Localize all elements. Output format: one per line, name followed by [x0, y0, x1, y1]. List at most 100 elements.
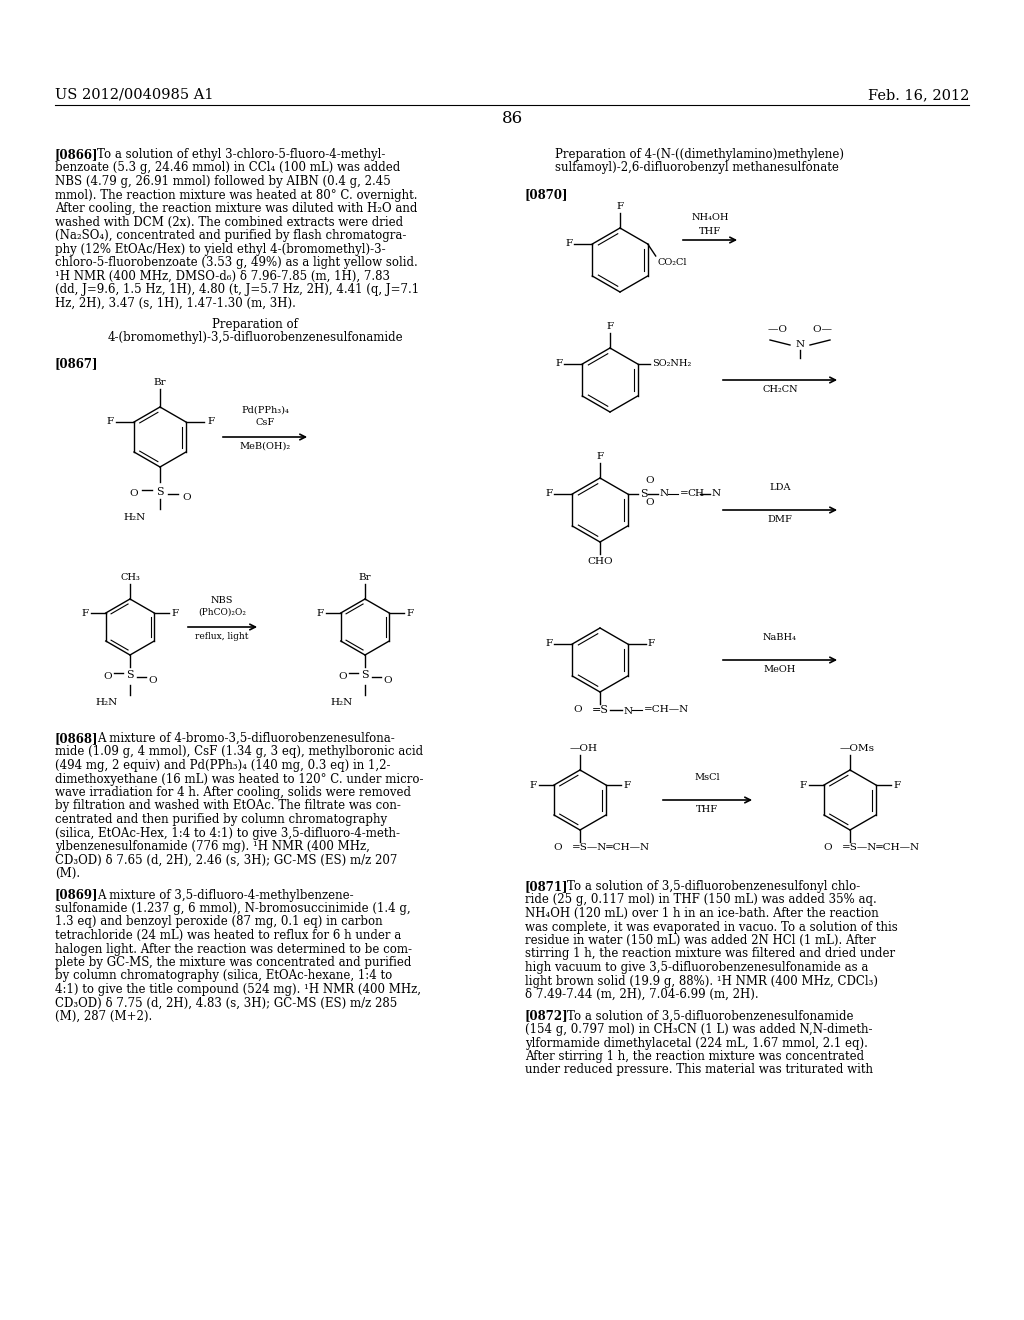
Text: H₂N: H₂N — [124, 513, 146, 521]
Text: F: F — [596, 451, 603, 461]
Text: =: = — [680, 488, 688, 498]
Text: 4:1) to give the title compound (524 mg). ¹H NMR (400 MHz,: 4:1) to give the title compound (524 mg)… — [55, 983, 421, 997]
Text: N: N — [796, 341, 805, 348]
Text: After cooling, the reaction mixture was diluted with H₂O and: After cooling, the reaction mixture was … — [55, 202, 418, 215]
Text: THF: THF — [696, 805, 718, 814]
Text: ylbenzenesulfonamide (776 mg). ¹H NMR (400 MHz,: ylbenzenesulfonamide (776 mg). ¹H NMR (4… — [55, 840, 370, 853]
Text: —O        O—: —O O— — [768, 325, 831, 334]
Text: mmol). The reaction mixture was heated at 80° C. overnight.: mmol). The reaction mixture was heated a… — [55, 189, 418, 202]
Text: stirring 1 h, the reaction mixture was filtered and dried under: stirring 1 h, the reaction mixture was f… — [525, 948, 895, 961]
Text: F: F — [106, 417, 114, 426]
Text: washed with DCM (2x). The combined extracts were dried: washed with DCM (2x). The combined extra… — [55, 215, 403, 228]
Text: ylformamide dimethylacetal (224 mL, 1.67 mmol, 2.1 eq).: ylformamide dimethylacetal (224 mL, 1.67… — [525, 1036, 868, 1049]
Text: N: N — [712, 488, 721, 498]
Text: To a solution of 3,5-difluorobenzenesulfonamide: To a solution of 3,5-difluorobenzenesulf… — [567, 1010, 853, 1023]
Text: =CH—N: =CH—N — [644, 705, 689, 714]
Text: (silica, EtOAc-Hex, 1:4 to 4:1) to give 3,5-difluoro-4-meth-: (silica, EtOAc-Hex, 1:4 to 4:1) to give … — [55, 826, 400, 840]
Text: (M), 287 (M+2).: (M), 287 (M+2). — [55, 1010, 153, 1023]
Text: O: O — [823, 843, 831, 851]
Text: O: O — [148, 676, 157, 685]
Text: high vacuum to give 3,5-difluorobenzenesulfonamide as a: high vacuum to give 3,5-difluorobenzenes… — [525, 961, 868, 974]
Text: LDA: LDA — [769, 483, 791, 492]
Text: light brown solid (19.9 g, 88%). ¹H NMR (400 MHz, CDCl₃): light brown solid (19.9 g, 88%). ¹H NMR … — [525, 974, 878, 987]
Text: =S—N═CH—N: =S—N═CH—N — [572, 843, 650, 851]
Text: [0868]: [0868] — [55, 733, 98, 744]
Text: O: O — [103, 672, 112, 681]
Text: ¹H NMR (400 MHz, DMSO-d₆) δ 7.96-7.85 (m, 1H), 7.83: ¹H NMR (400 MHz, DMSO-d₆) δ 7.96-7.85 (m… — [55, 269, 390, 282]
Text: [0867]: [0867] — [55, 356, 98, 370]
Text: CO₂Cl: CO₂Cl — [657, 257, 687, 267]
Text: F: F — [207, 417, 214, 426]
Text: phy (12% EtOAc/Hex) to yield ethyl 4-(bromomethyl)-3-: phy (12% EtOAc/Hex) to yield ethyl 4-(br… — [55, 243, 386, 256]
Text: F: F — [800, 780, 807, 789]
Text: F: F — [545, 639, 552, 648]
Text: To a solution of 3,5-difluorobenzenesulfonyl chlo-: To a solution of 3,5-difluorobenzenesulf… — [567, 880, 860, 894]
Text: Br: Br — [358, 573, 372, 582]
Text: 1.3 eq) and benzoyl peroxide (87 mg, 0.1 eq) in carbon: 1.3 eq) and benzoyl peroxide (87 mg, 0.1… — [55, 916, 383, 928]
Text: CD₃OD) δ 7.65 (d, 2H), 2.46 (s, 3H); GC-MS (ES) m/z 207: CD₃OD) δ 7.65 (d, 2H), 2.46 (s, 3H); GC-… — [55, 854, 397, 866]
Text: chloro-5-fluorobenzoate (3.53 g, 49%) as a light yellow solid.: chloro-5-fluorobenzoate (3.53 g, 49%) as… — [55, 256, 418, 269]
Text: DMF: DMF — [768, 515, 793, 524]
Text: Preparation of: Preparation of — [212, 318, 298, 331]
Text: S: S — [361, 671, 369, 680]
Text: N: N — [624, 708, 633, 715]
Text: =S: =S — [592, 705, 609, 715]
Text: =S—N═CH—N: =S—N═CH—N — [842, 843, 921, 851]
Text: 86: 86 — [502, 110, 522, 127]
Text: CsF: CsF — [255, 418, 274, 426]
Text: by filtration and washed with EtOAc. The filtrate was con-: by filtration and washed with EtOAc. The… — [55, 800, 400, 813]
Text: O: O — [383, 676, 391, 685]
Text: F: F — [606, 322, 613, 331]
Text: F: F — [648, 639, 654, 648]
Text: A mixture of 3,5-difluoro-4-methylbenzene-: A mixture of 3,5-difluoro-4-methylbenzen… — [97, 888, 353, 902]
Text: MsCl: MsCl — [694, 774, 720, 781]
Text: O: O — [646, 498, 654, 507]
Text: [0870]: [0870] — [525, 189, 568, 202]
Text: NaBH₄: NaBH₄ — [763, 634, 797, 642]
Text: F: F — [555, 359, 562, 368]
Text: F: F — [545, 490, 552, 499]
Text: centrated and then purified by column chromatography: centrated and then purified by column ch… — [55, 813, 387, 826]
Text: plete by GC-MS, the mixture was concentrated and purified: plete by GC-MS, the mixture was concentr… — [55, 956, 412, 969]
Text: dimethoxyethane (16 mL) was heated to 120° C. under micro-: dimethoxyethane (16 mL) was heated to 12… — [55, 772, 424, 785]
Text: H₂N: H₂N — [96, 698, 118, 708]
Text: —OMs: —OMs — [840, 744, 874, 752]
Text: [0866]: [0866] — [55, 148, 98, 161]
Text: NH₄OH: NH₄OH — [691, 213, 729, 222]
Text: F: F — [623, 780, 630, 789]
Text: F: F — [893, 780, 900, 789]
Text: THF: THF — [699, 227, 721, 236]
Text: F: F — [171, 609, 178, 618]
Text: (Na₂SO₄), concentrated and purified by flash chromatogra-: (Na₂SO₄), concentrated and purified by f… — [55, 228, 407, 242]
Text: US 2012/0040985 A1: US 2012/0040985 A1 — [55, 88, 213, 102]
Text: H₂N: H₂N — [331, 698, 353, 708]
Text: F: F — [565, 239, 572, 248]
Text: After stirring 1 h, the reaction mixture was concentrated: After stirring 1 h, the reaction mixture… — [525, 1049, 864, 1063]
Text: F: F — [82, 609, 89, 618]
Text: F: F — [616, 202, 624, 211]
Text: tetrachloride (24 mL) was heated to reflux for 6 h under a: tetrachloride (24 mL) was heated to refl… — [55, 929, 401, 942]
Text: was complete, it was evaporated in vacuo. To a solution of this: was complete, it was evaporated in vacuo… — [525, 920, 898, 933]
Text: S: S — [157, 487, 164, 498]
Text: reflux, light: reflux, light — [196, 632, 249, 642]
Text: residue in water (150 mL) was added 2N HCl (1 mL). After: residue in water (150 mL) was added 2N H… — [525, 935, 876, 946]
Text: Feb. 16, 2012: Feb. 16, 2012 — [867, 88, 969, 102]
Text: MeB(OH)₂: MeB(OH)₂ — [240, 442, 291, 451]
Text: O: O — [129, 488, 138, 498]
Text: under reduced pressure. This material was triturated with: under reduced pressure. This material wa… — [525, 1064, 873, 1077]
Text: benzoate (5.3 g, 24.46 mmol) in CCl₄ (100 mL) was added: benzoate (5.3 g, 24.46 mmol) in CCl₄ (10… — [55, 161, 400, 174]
Text: F: F — [407, 609, 414, 618]
Text: Hz, 2H), 3.47 (s, 1H), 1.47-1.30 (m, 3H).: Hz, 2H), 3.47 (s, 1H), 1.47-1.30 (m, 3H)… — [55, 297, 296, 309]
Text: SO₂NH₂: SO₂NH₂ — [651, 359, 691, 368]
Text: by column chromatography (silica, EtOAc-hexane, 1:4 to: by column chromatography (silica, EtOAc-… — [55, 969, 392, 982]
Text: Br: Br — [154, 378, 166, 387]
Text: O: O — [646, 477, 654, 484]
Text: F: F — [316, 609, 324, 618]
Text: (M).: (M). — [55, 867, 80, 880]
Text: sulfonamide (1.237 g, 6 mmol), N-bromosuccinimide (1.4 g,: sulfonamide (1.237 g, 6 mmol), N-bromosu… — [55, 902, 411, 915]
Text: δ 7.49-7.44 (m, 2H), 7.04-6.99 (m, 2H).: δ 7.49-7.44 (m, 2H), 7.04-6.99 (m, 2H). — [525, 987, 759, 1001]
Text: CH₂CN: CH₂CN — [762, 385, 798, 393]
Text: mide (1.09 g, 4 mmol), CsF (1.34 g, 3 eq), methylboronic acid: mide (1.09 g, 4 mmol), CsF (1.34 g, 3 eq… — [55, 746, 423, 759]
Text: CH: CH — [688, 488, 705, 498]
Text: 4-(bromomethyl)-3,5-difluorobenzenesulfonamide: 4-(bromomethyl)-3,5-difluorobenzenesulfo… — [108, 331, 402, 345]
